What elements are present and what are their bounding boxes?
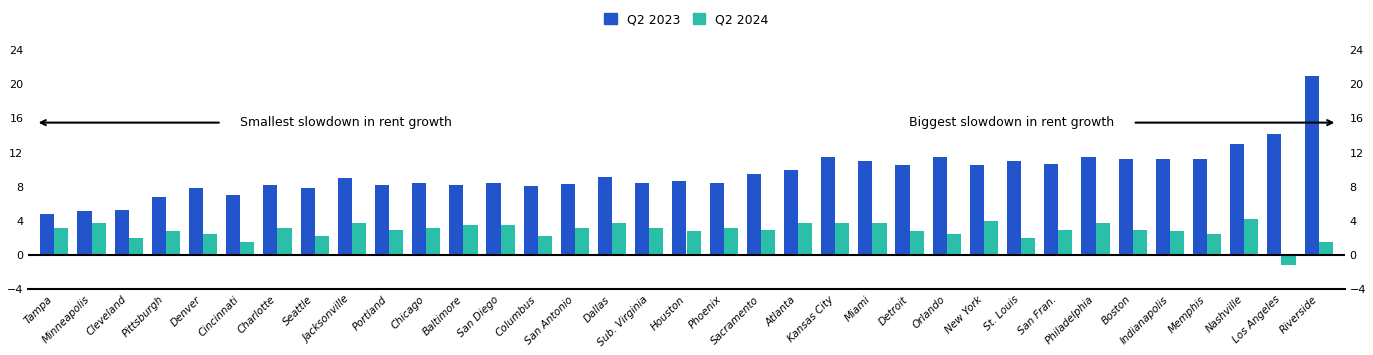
Text: Biggest slowdown in rent growth: Biggest slowdown in rent growth — [909, 116, 1114, 129]
Bar — [449, 185, 463, 255]
Bar — [1230, 144, 1244, 255]
Bar — [1082, 157, 1096, 255]
Bar — [486, 182, 501, 255]
Bar — [835, 223, 850, 255]
Bar — [301, 188, 314, 255]
Bar — [1318, 242, 1333, 255]
Bar — [1170, 231, 1184, 255]
Bar — [895, 165, 910, 255]
Bar — [426, 228, 441, 255]
Bar — [277, 228, 291, 255]
Bar — [1045, 164, 1059, 255]
Bar — [501, 225, 515, 255]
Bar — [114, 210, 129, 255]
Bar — [969, 165, 984, 255]
Bar — [984, 221, 998, 255]
Bar — [1096, 223, 1109, 255]
Bar — [1119, 159, 1133, 255]
Bar — [599, 176, 612, 255]
Bar — [932, 157, 947, 255]
Bar — [575, 228, 589, 255]
Bar — [189, 189, 203, 255]
Bar — [821, 157, 835, 255]
Bar — [1133, 230, 1146, 255]
Bar — [761, 230, 774, 255]
Bar — [203, 234, 217, 255]
Bar — [724, 228, 737, 255]
Bar — [1059, 230, 1072, 255]
Bar — [686, 231, 700, 255]
Bar — [40, 214, 55, 255]
Bar — [910, 231, 924, 255]
Bar — [314, 236, 328, 255]
Bar — [1281, 255, 1296, 266]
Legend: Q2 2023, Q2 2024: Q2 2023, Q2 2024 — [604, 13, 769, 26]
Bar — [264, 185, 277, 255]
Text: Smallest slowdown in rent growth: Smallest slowdown in rent growth — [240, 116, 452, 129]
Bar — [798, 223, 813, 255]
Bar — [612, 223, 626, 255]
Bar — [784, 170, 798, 255]
Bar — [240, 242, 254, 255]
Bar — [1193, 159, 1207, 255]
Bar — [636, 182, 649, 255]
Bar — [463, 225, 478, 255]
Bar — [538, 236, 552, 255]
Bar — [747, 174, 761, 255]
Bar — [1244, 219, 1259, 255]
Bar — [338, 178, 351, 255]
Bar — [77, 211, 92, 255]
Bar — [389, 230, 404, 255]
Bar — [1267, 134, 1281, 255]
Bar — [1156, 159, 1170, 255]
Bar — [1207, 234, 1221, 255]
Bar — [523, 186, 538, 255]
Bar — [152, 197, 166, 255]
Bar — [129, 238, 143, 255]
Bar — [375, 185, 389, 255]
Bar — [560, 184, 575, 255]
Bar — [92, 223, 106, 255]
Bar — [947, 234, 961, 255]
Bar — [166, 231, 180, 255]
Bar — [55, 228, 69, 255]
Bar — [412, 182, 426, 255]
Bar — [649, 228, 663, 255]
Bar — [872, 223, 887, 255]
Bar — [227, 195, 240, 255]
Bar — [1006, 161, 1022, 255]
Bar — [673, 181, 686, 255]
Bar — [1304, 76, 1318, 255]
Bar — [1022, 238, 1035, 255]
Bar — [351, 223, 367, 255]
Bar — [858, 161, 872, 255]
Bar — [710, 182, 724, 255]
